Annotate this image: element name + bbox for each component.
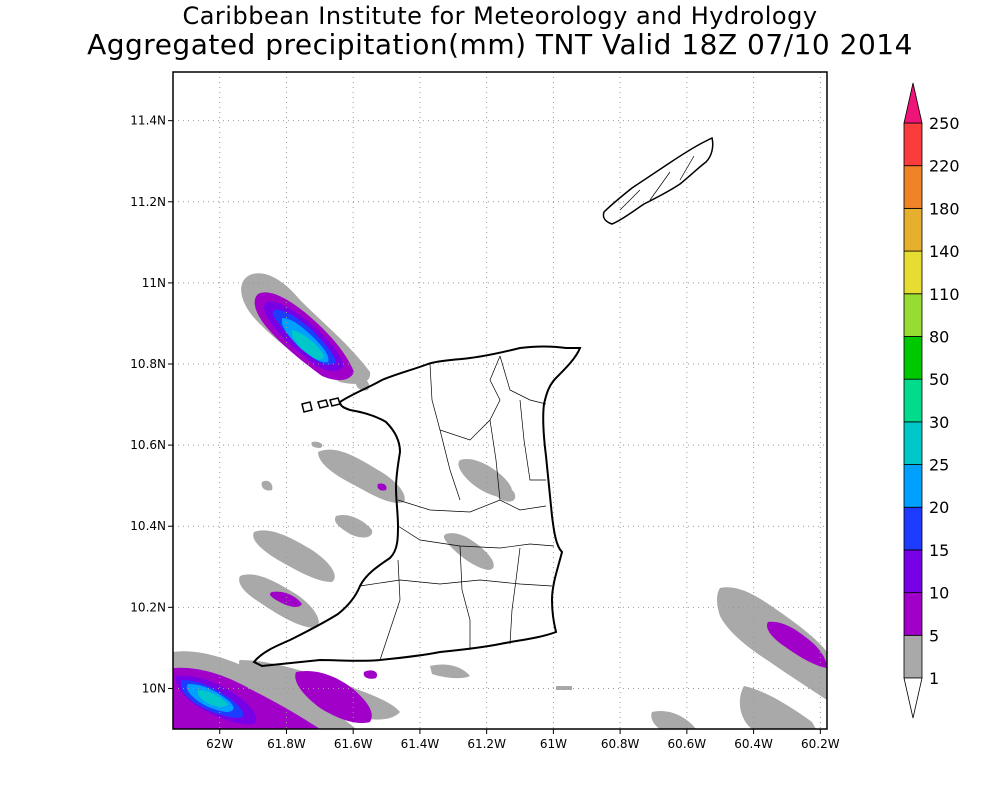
lat-label: 10.8N (130, 357, 166, 371)
colorbar-label: 250 (929, 114, 960, 133)
lon-label: 61.6W (334, 737, 373, 751)
lat-label: 10N (142, 681, 166, 695)
colorbar-label: 15 (929, 541, 949, 560)
precip-blob-southwest (173, 651, 400, 729)
colorbar-segment (903, 165, 923, 209)
lon-label: 60.4W (734, 737, 773, 751)
plot-frame (172, 71, 828, 730)
lat-label: 10.2N (130, 600, 166, 614)
colorbar-label: 220 (929, 157, 960, 176)
municipal-boundaries (359, 155, 695, 661)
colorbar-low-triangle (903, 677, 923, 719)
colorbar-segment (903, 421, 923, 465)
colorbar-label: 30 (929, 413, 949, 432)
lon-label: 60.2W (801, 737, 840, 751)
precip-blob-northwest (241, 273, 371, 384)
colorbar-label: 80 (929, 327, 949, 346)
colorbar-segment (903, 634, 923, 679)
map-grid (173, 72, 827, 729)
lon-label: 61W (540, 737, 567, 751)
lon-label: 61.2W (467, 737, 506, 751)
precip-light-areas (239, 378, 827, 729)
lat-label: 10.4N (130, 519, 166, 533)
latitude-labels: 11.4N 11.2N 11N 10.8N 10.6N 10.4N 10.2N 10N (130, 114, 173, 695)
colorbar-segment (903, 207, 923, 252)
lon-label: 61.4W (401, 737, 440, 751)
colorbar-segment (903, 464, 923, 508)
lon-label: 61.8W (267, 737, 306, 751)
colorbar-label: 20 (929, 498, 949, 517)
tobago-outline (602, 136, 714, 225)
longitude-labels: 62W 61.8W 61.6W 61.4W 61.2W 61W 60.8W 60.6W 60.4… (206, 729, 840, 751)
lon-label: 60.6W (668, 737, 707, 751)
lat-label: 11.4N (130, 114, 166, 128)
colorbar-segment (903, 293, 923, 337)
colorbar-label: 180 (929, 199, 960, 218)
colorbar-segment (903, 122, 923, 167)
trinidad-northwest-islets (301, 397, 341, 413)
lon-label: 60.8W (601, 737, 640, 751)
lon-label: 62W (206, 737, 233, 751)
lat-label: 10.6N (130, 438, 166, 452)
colorbar-label: 140 (929, 242, 960, 261)
colorbar-high-triangle (903, 82, 923, 124)
colorbar-segment (903, 506, 923, 551)
colorbar-segment (903, 592, 923, 636)
colorbar-segment (903, 336, 923, 380)
colorbar-label: 5 (929, 626, 939, 645)
lat-label: 11N (142, 276, 166, 290)
colorbar-label: 50 (929, 370, 949, 389)
colorbar-segment (903, 378, 923, 423)
colorbar-segment (903, 250, 923, 295)
title-line-2: Aggregated precipitation(mm) TNT Valid 1… (87, 28, 913, 61)
colorbar-label: 110 (929, 285, 960, 304)
precipitation-field (173, 273, 827, 729)
colorbar-segment (903, 549, 923, 594)
colorbar-label: 1 (929, 669, 939, 688)
colorbar-label: 10 (929, 584, 949, 603)
title-line-1: Caribbean Institute for Meteorology and … (182, 2, 818, 30)
lat-label: 11.2N (130, 195, 166, 209)
island-outlines (252, 136, 714, 668)
colorbar-label: 25 (929, 456, 949, 475)
